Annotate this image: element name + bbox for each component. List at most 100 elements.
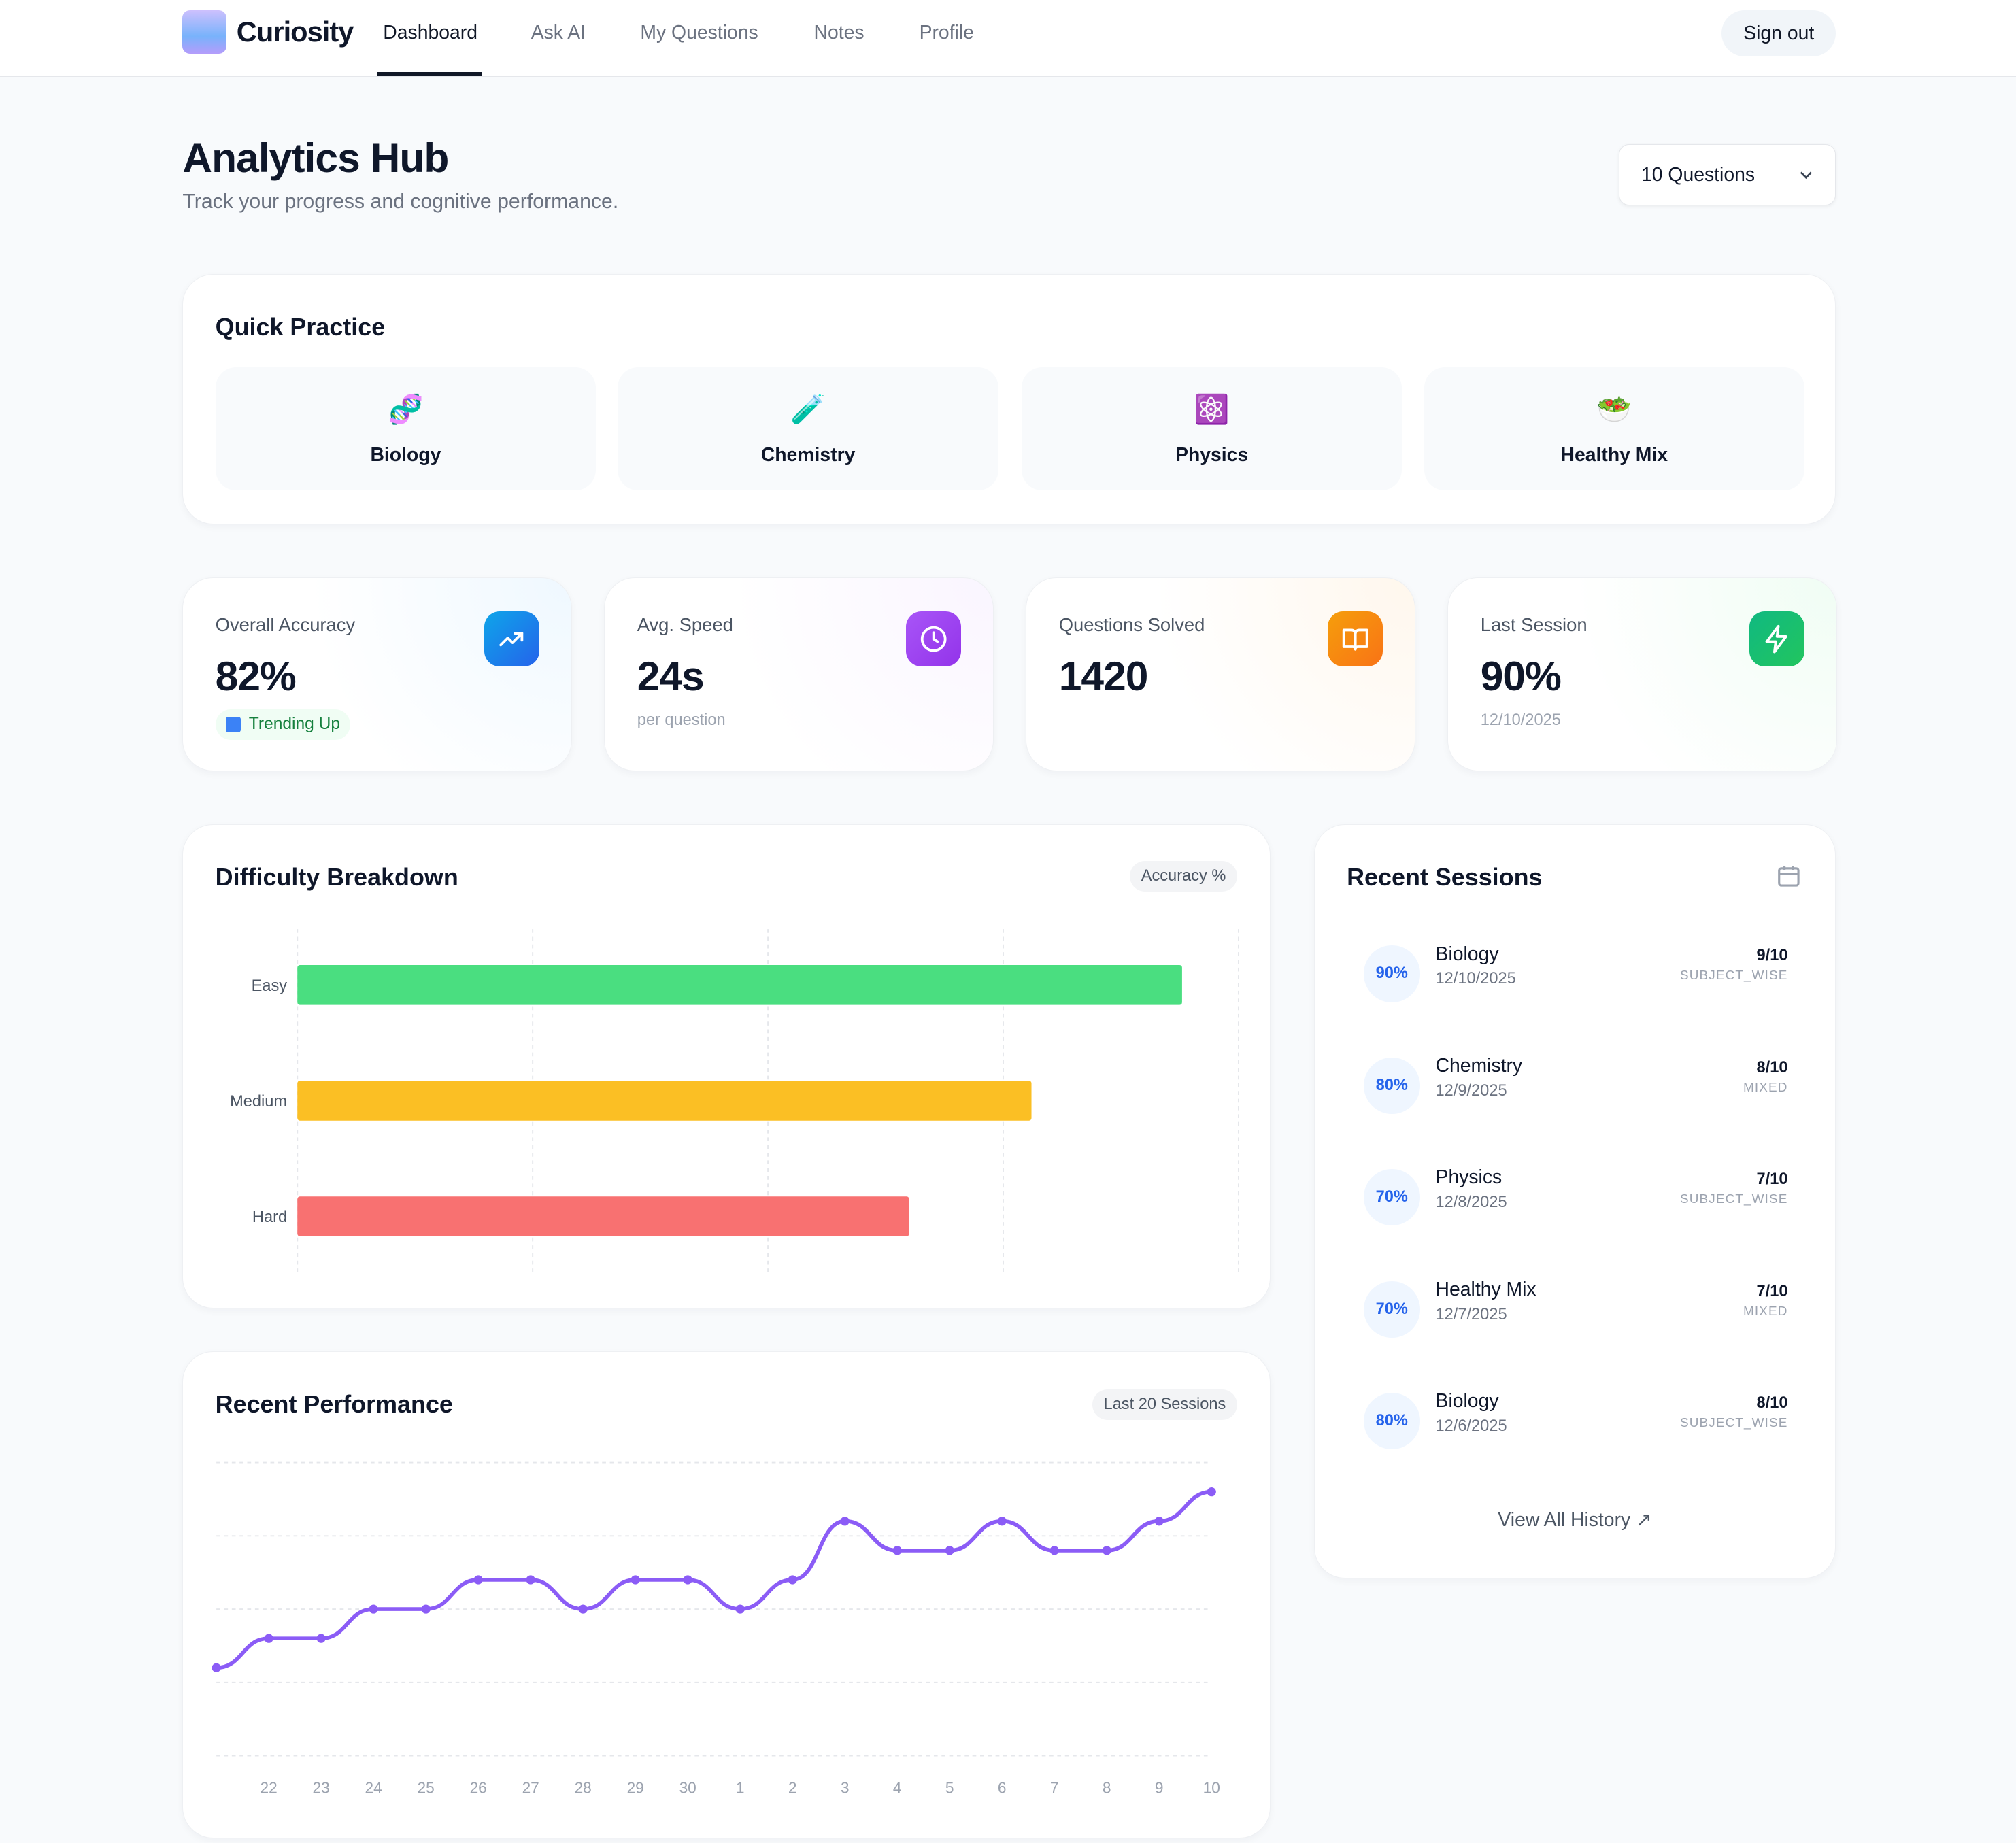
session-score: 8/10 [1756, 1394, 1788, 1413]
dna-icon: 🧬 [388, 392, 424, 425]
page-title: Analytics Hub [182, 134, 449, 181]
stat-overall-accuracy: Overall Accuracy 82% Trending Up [182, 577, 573, 772]
recent-sessions-title: Recent Sessions [1347, 863, 1543, 892]
data-point [998, 1516, 1007, 1526]
session-mode: MIXED [1743, 1080, 1788, 1095]
practice-physics[interactable]: ⚛️ Physics [1021, 367, 1402, 491]
arrow-up-right-icon [225, 716, 241, 732]
data-point [893, 1545, 903, 1555]
session-mode: MIXED [1743, 1304, 1788, 1319]
session-item[interactable]: 80% Biology 12/6/2025 8/10 SUBJECT_WISE [1363, 1383, 1788, 1459]
session-date: 12/8/2025 [1435, 1194, 1507, 1212]
bar-label: Easy [252, 977, 288, 995]
session-subject: Biology [1435, 1390, 1499, 1413]
stat-label: Avg. Speed [637, 613, 733, 635]
x-tick-label: 26 [470, 1778, 487, 1796]
accuracy-pill: Accuracy % [1129, 860, 1238, 892]
tile-label: Chemistry [760, 444, 856, 467]
stat-note: 12/10/2025 [1480, 711, 1561, 730]
view-all-history-link[interactable]: View All History ↗ [1498, 1509, 1652, 1532]
tile-label: Healthy Mix [1560, 444, 1668, 467]
chevron-down-icon [1800, 171, 1812, 179]
bar-easy [297, 964, 1183, 1005]
salad-icon: 🥗 [1596, 392, 1632, 425]
x-tick-label: 23 [313, 1778, 330, 1796]
session-date: 12/10/2025 [1435, 970, 1516, 988]
stat-questions-solved: Questions Solved 1420 [1026, 577, 1416, 772]
data-point [264, 1634, 274, 1643]
data-point [578, 1604, 588, 1614]
brand-logo[interactable]: Curiosity [182, 10, 354, 54]
data-point [736, 1604, 745, 1614]
session-score: 9/10 [1756, 947, 1788, 965]
data-point [473, 1575, 484, 1585]
tile-label: Physics [1175, 444, 1249, 467]
bar-label: Medium [231, 1093, 288, 1111]
active-tab-indicator [376, 71, 482, 76]
x-tick-label: 30 [679, 1778, 696, 1796]
data-point [316, 1634, 326, 1643]
nav-my-questions[interactable]: My Questions [640, 22, 758, 44]
session-item[interactable]: 90% Biology 12/10/2025 9/10 SUBJECT_WISE [1363, 935, 1788, 1012]
stat-avg-speed: Avg. Speed 24s per question [604, 577, 994, 772]
data-point [526, 1575, 536, 1585]
nav-dashboard[interactable]: Dashboard [383, 22, 477, 44]
session-item[interactable]: 80% Chemistry 12/9/2025 8/10 MIXED [1363, 1047, 1788, 1124]
practice-biology[interactable]: 🧬 Biology [215, 367, 597, 491]
practice-chemistry[interactable]: 🧪 Chemistry [618, 367, 998, 491]
x-tick-label: 4 [893, 1778, 902, 1796]
trending-up-icon [484, 611, 539, 667]
atom-icon: ⚛️ [1194, 392, 1230, 425]
x-tick-label: 29 [627, 1778, 644, 1796]
data-point [841, 1516, 850, 1526]
session-subject: Healthy Mix [1435, 1278, 1536, 1300]
sessions-pill: Last 20 Sessions [1092, 1389, 1238, 1420]
x-tick-label: 1 [736, 1778, 745, 1796]
x-tick-label: 2 [788, 1778, 797, 1796]
quick-practice-title: Quick Practice [215, 313, 386, 341]
session-date: 12/7/2025 [1435, 1305, 1507, 1323]
stat-value: 82% [215, 653, 297, 700]
stat-label: Overall Accuracy [215, 613, 356, 635]
session-mode: SUBJECT_WISE [1680, 1192, 1788, 1207]
data-point [683, 1575, 693, 1585]
data-point [1207, 1487, 1217, 1496]
brand-name: Curiosity [236, 16, 354, 48]
stat-value: 90% [1480, 653, 1562, 700]
session-item[interactable]: 70% Healthy Mix 12/7/2025 7/10 MIXED [1363, 1271, 1788, 1348]
session-percent: 80% [1363, 1393, 1420, 1450]
session-mode: SUBJECT_WISE [1680, 1416, 1788, 1431]
difficulty-title: Difficulty Breakdown [215, 863, 458, 892]
x-tick-label: 5 [945, 1778, 954, 1796]
calendar-icon[interactable] [1776, 863, 1802, 889]
x-tick-label: 8 [1103, 1778, 1111, 1796]
sign-out-button[interactable]: Sign out [1721, 10, 1836, 57]
nav-notes[interactable]: Notes [813, 22, 864, 44]
data-point [1050, 1545, 1060, 1555]
recent-performance-card: Recent Performance Last 20 Sessions 22 23… [182, 1351, 1271, 1839]
data-point [631, 1575, 641, 1585]
x-tick-label: 24 [365, 1778, 382, 1796]
top-nav: Curiosity Dashboard Ask AI My Questions … [0, 0, 2016, 78]
data-point [1155, 1516, 1164, 1526]
stat-label: Questions Solved [1058, 613, 1205, 635]
nav-profile[interactable]: Profile [919, 22, 974, 44]
performance-title: Recent Performance [215, 1390, 453, 1419]
book-open-icon [1327, 611, 1383, 667]
trending-badge: Trending Up [215, 709, 351, 740]
data-point [212, 1663, 222, 1672]
stat-label: Last Session [1480, 613, 1587, 635]
data-point [788, 1575, 798, 1585]
logo-icon [182, 10, 226, 54]
session-item[interactable]: 70% Physics 12/8/2025 7/10 SUBJECT_WISE [1363, 1159, 1788, 1236]
session-score: 7/10 [1756, 1170, 1788, 1189]
session-score: 8/10 [1756, 1058, 1788, 1077]
nav-ask-ai[interactable]: Ask AI [531, 22, 586, 44]
zap-icon [1749, 611, 1804, 667]
bar-label: Hard [252, 1208, 287, 1226]
question-count-select[interactable]: 10 Questions [1618, 143, 1836, 206]
practice-healthy-mix[interactable]: 🥗 Healthy Mix [1424, 367, 1805, 491]
session-subject: Chemistry [1435, 1055, 1523, 1077]
quick-practice-card: Quick Practice 🧬 Biology 🧪 Chemistry ⚛️ Phy… [182, 273, 1836, 525]
